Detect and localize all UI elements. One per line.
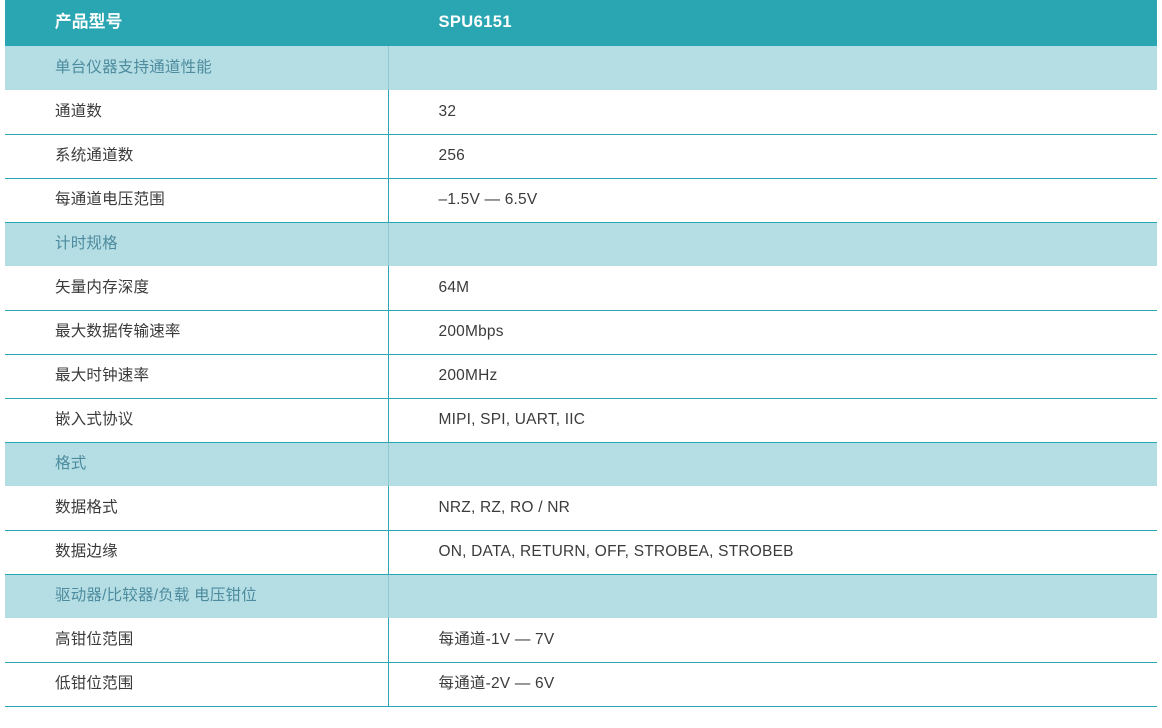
section-label-text: 计时规格 xyxy=(55,235,118,253)
section-value-cell xyxy=(388,222,1157,266)
spec-value-text: 每通道-2V — 6V xyxy=(438,674,555,692)
section-value-cell xyxy=(388,574,1157,618)
spec-label-cell: 数据边缘 xyxy=(5,530,389,575)
spec-data-row: 系统通道数 256 xyxy=(5,134,1157,179)
header-label-cell: 产品型号 xyxy=(5,0,389,46)
section-value-cell xyxy=(388,442,1157,486)
section-label-text: 单台仪器支持通道性能 xyxy=(55,58,213,76)
spec-value-text: 200MHz xyxy=(438,366,498,384)
spec-value-cell: 每通道-1V — 7V xyxy=(388,618,1157,663)
spec-value-cell: 256 xyxy=(388,134,1157,179)
spec-label-text: 低钳位范围 xyxy=(55,674,134,692)
spec-value-cell: ON, DATA, RETURN, OFF, STROBEA, STROBEB xyxy=(388,530,1157,575)
spec-section-row: 驱动器/比较器/负载 电压钳位 xyxy=(5,574,1157,618)
spec-value-text: MIPI, SPI, UART, IIC xyxy=(438,410,586,428)
spec-label-cell: 最大数据传输速率 xyxy=(5,310,389,355)
spec-section-row: 格式 xyxy=(5,442,1157,486)
spec-label-cell: 矢量内存深度 xyxy=(5,266,389,311)
spec-label-text: 系统通道数 xyxy=(55,146,134,164)
spec-label-text: 最大时钟速率 xyxy=(55,366,150,384)
spec-label-text: 通道数 xyxy=(55,102,103,120)
spec-value-text: NRZ, RZ, RO / NR xyxy=(438,498,570,516)
spec-data-row: 最大时钟速率 200MHz xyxy=(5,354,1157,399)
spec-label-text: 嵌入式协议 xyxy=(55,410,134,428)
spec-data-row: 通道数 32 xyxy=(5,90,1157,135)
spec-label-text: 矢量内存深度 xyxy=(55,278,150,296)
spec-value-text: –1.5V — 6.5V xyxy=(438,190,538,208)
spec-value-cell: 200Mbps xyxy=(388,310,1157,355)
spec-value-cell: MIPI, SPI, UART, IIC xyxy=(388,398,1157,443)
spec-label-text: 每通道电压范围 xyxy=(55,190,165,208)
spec-label-cell: 每通道电压范围 xyxy=(5,178,389,223)
spec-label-cell: 高钳位范围 xyxy=(5,618,389,663)
section-label-cell: 驱动器/比较器/负载 电压钳位 xyxy=(5,574,389,618)
spec-value-text: 每通道-1V — 7V xyxy=(438,630,555,648)
section-label-cell: 计时规格 xyxy=(5,222,389,266)
spec-label-cell: 系统通道数 xyxy=(5,134,389,179)
spec-label-cell: 低钳位范围 xyxy=(5,662,389,707)
spec-data-row: 嵌入式协议 MIPI, SPI, UART, IIC xyxy=(5,398,1157,443)
section-label-text: 格式 xyxy=(55,455,87,473)
spec-value-text: 200Mbps xyxy=(438,322,504,340)
spec-data-row: 数据边缘 ON, DATA, RETURN, OFF, STROBEA, STRO… xyxy=(5,530,1157,575)
spec-label-text: 高钳位范围 xyxy=(55,630,134,648)
spec-label-text: 数据格式 xyxy=(55,498,118,516)
spec-value-cell: 200MHz xyxy=(388,354,1157,399)
spec-label-cell: 数据格式 xyxy=(5,486,389,531)
section-label-cell: 格式 xyxy=(5,442,389,486)
spec-value-text: 64M xyxy=(438,278,470,296)
spec-value-cell: –1.5V — 6.5V xyxy=(388,178,1157,223)
spec-section-row: 单台仪器支持通道性能 xyxy=(5,46,1157,90)
spec-table-header-row: 产品型号 SPU6151 xyxy=(5,0,1157,46)
spec-label-cell: 最大时钟速率 xyxy=(5,354,389,399)
spec-table-body: 产品型号 SPU6151 单台仪器支持通道性能 通道数 32 系统通道数 256 每通道电… xyxy=(5,0,1157,707)
spec-value-cell: 64M xyxy=(388,266,1157,311)
header-value-cell: SPU6151 xyxy=(388,0,1157,46)
spec-value-text: 256 xyxy=(438,146,465,164)
spec-label-text: 最大数据传输速率 xyxy=(55,322,181,340)
product-spec-table: 产品型号 SPU6151 单台仪器支持通道性能 通道数 32 系统通道数 256 每通道电… xyxy=(5,0,1157,707)
spec-data-row: 低钳位范围 每通道-2V — 6V xyxy=(5,662,1157,707)
section-label-text: 驱动器/比较器/负载 电压钳位 xyxy=(55,587,257,605)
spec-value-cell: 每通道-2V — 6V xyxy=(388,662,1157,707)
spec-label-text: 数据边缘 xyxy=(55,542,118,560)
spec-label-cell: 通道数 xyxy=(5,90,389,135)
section-label-cell: 单台仪器支持通道性能 xyxy=(5,46,389,90)
header-value-text: SPU6151 xyxy=(438,13,512,32)
spec-value-cell: NRZ, RZ, RO / NR xyxy=(388,486,1157,531)
section-value-cell xyxy=(388,46,1157,90)
header-label-text: 产品型号 xyxy=(55,13,123,32)
spec-label-cell: 嵌入式协议 xyxy=(5,398,389,443)
spec-data-row: 最大数据传输速率 200Mbps xyxy=(5,310,1157,355)
spec-data-row: 高钳位范围 每通道-1V — 7V xyxy=(5,618,1157,663)
spec-value-text: 32 xyxy=(438,102,457,120)
spec-data-row: 矢量内存深度 64M xyxy=(5,266,1157,311)
spec-data-row: 每通道电压范围 –1.5V — 6.5V xyxy=(5,178,1157,223)
spec-section-row: 计时规格 xyxy=(5,222,1157,266)
spec-data-row: 数据格式 NRZ, RZ, RO / NR xyxy=(5,486,1157,531)
spec-value-cell: 32 xyxy=(388,90,1157,135)
spec-value-text: ON, DATA, RETURN, OFF, STROBEA, STROBEB xyxy=(438,542,794,560)
